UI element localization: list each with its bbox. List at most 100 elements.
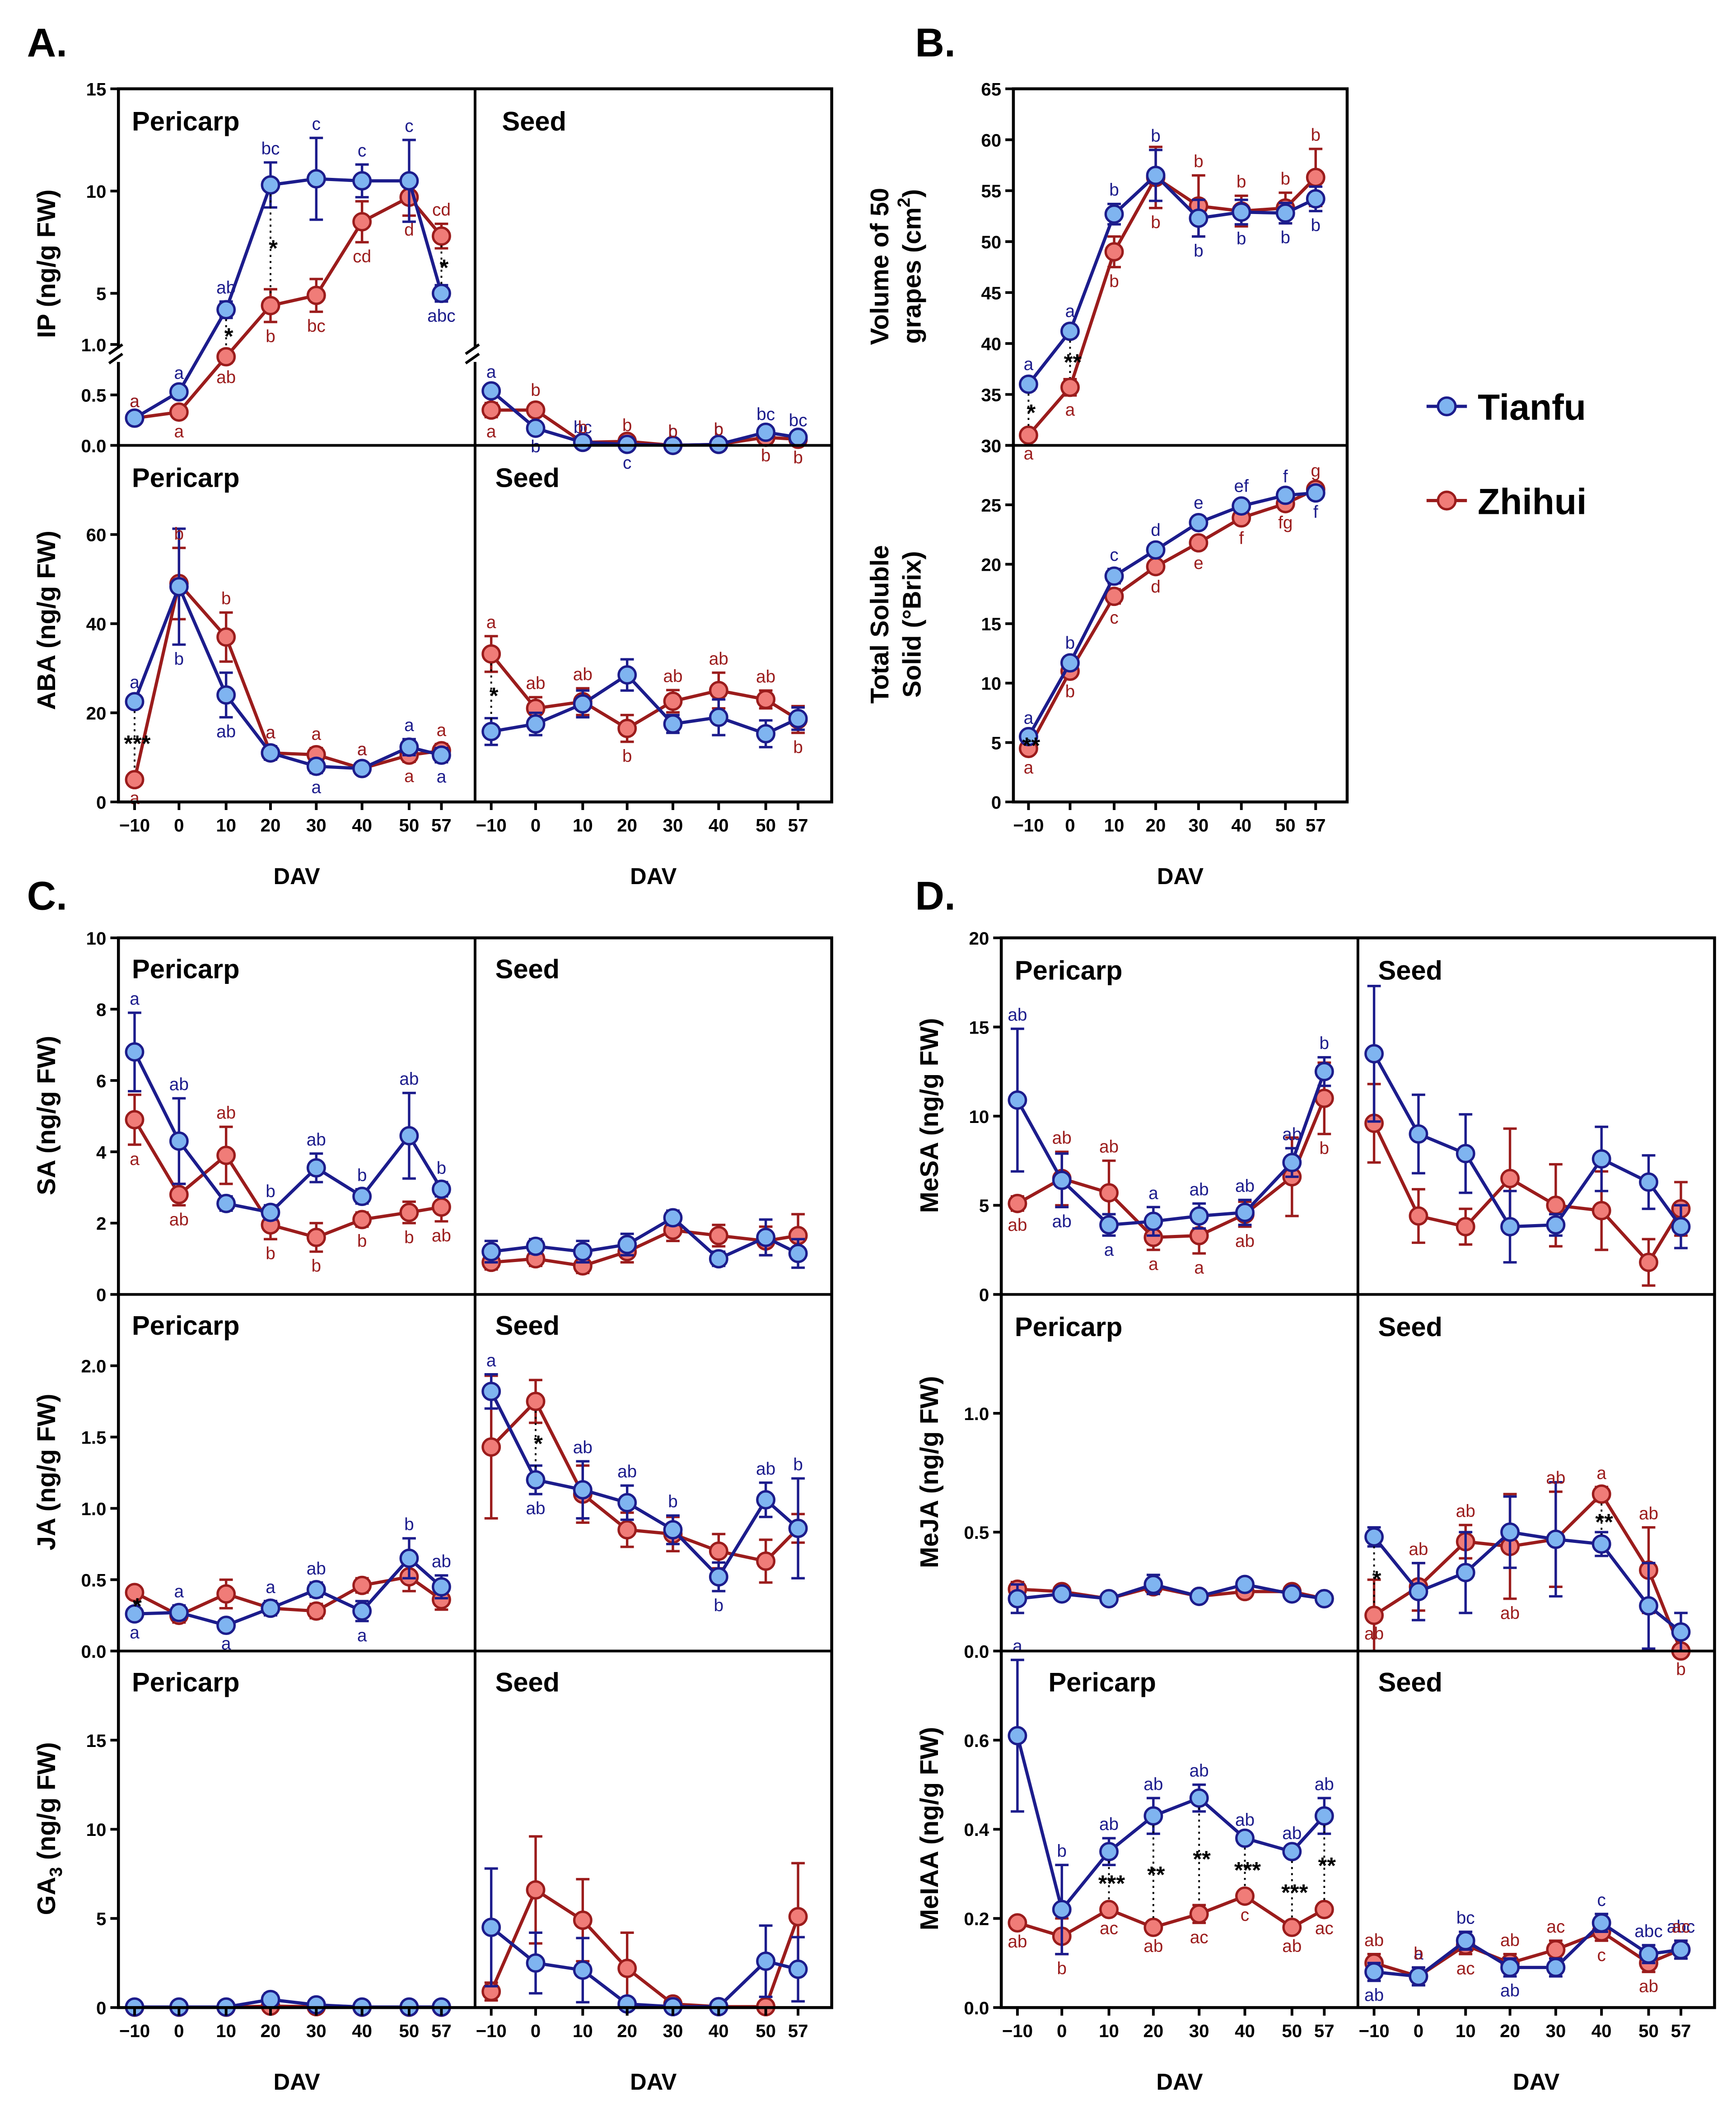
- zhihui-significance-letter: ab: [1500, 1603, 1520, 1623]
- tianfu-point: [1146, 540, 1166, 560]
- significance-stars: **: [1318, 1853, 1336, 1878]
- zhihui-significance-letter: b: [1151, 213, 1161, 232]
- tianfu-point: [169, 382, 189, 402]
- zhihui-significance-letter: a: [1024, 758, 1034, 778]
- x-tick-label: 50: [756, 815, 776, 836]
- x-tick-label: 20: [617, 2021, 637, 2041]
- y-axis-label-meja: MeJA (ng/g FW): [915, 1376, 943, 1568]
- tianfu-point: [1104, 204, 1124, 224]
- y-tick-label: 10: [981, 674, 1001, 694]
- x-tick-label: 50: [1638, 2021, 1659, 2041]
- tianfu-significance-letter: c: [405, 116, 413, 136]
- zhihui-significance-letter: b: [1414, 1944, 1423, 1963]
- zhihui-point: [125, 1110, 145, 1130]
- tianfu-point: [399, 1548, 419, 1568]
- y-axis-label-mesa-line: MeSA (ng/g FW): [915, 1018, 943, 1213]
- panel-letter-a: A.: [27, 20, 67, 65]
- y-axis-label-ga3-part: (ng/g FW): [32, 1742, 61, 1867]
- tianfu-significance-letter: b: [404, 1515, 414, 1534]
- zhihui-significance-letter: ab: [1143, 1937, 1163, 1956]
- y-axis-label-volume-line: Volume of 50: [865, 188, 894, 345]
- y-tick-label: 0.0: [964, 1641, 989, 1662]
- y-axis-label-meiaa: MeIAA (ng/g FW): [915, 1727, 943, 1930]
- zhihui-significance-letter: a: [486, 613, 496, 632]
- tianfu-point: [1146, 166, 1166, 185]
- significance-stars: **: [1193, 1846, 1211, 1872]
- significance-stars: *: [1372, 1566, 1381, 1592]
- tianfu-significance-letter: ab: [307, 1559, 326, 1579]
- y-tick-label: 5: [96, 1909, 106, 1929]
- y-tick-label: 65: [981, 79, 1001, 100]
- tianfu-point: [788, 1959, 808, 1979]
- x-tick-label: 57: [1671, 2021, 1691, 2041]
- y-tick-label: 55: [981, 181, 1001, 201]
- zhihui-significance-letter: b: [357, 1231, 367, 1251]
- tianfu-significance-letter: b: [1057, 1841, 1067, 1861]
- y-axis-label-ja: JA (ng/g FW): [32, 1394, 61, 1551]
- zhihui-significance-letter: d: [404, 220, 414, 240]
- y-tick-label: 45: [981, 283, 1001, 303]
- x-tick-label: 0: [531, 2021, 541, 2041]
- tianfu-point: [1409, 1582, 1428, 1602]
- zhihui-point: [617, 1520, 637, 1540]
- tianfu-significance-letter: e: [1194, 493, 1204, 512]
- tianfu-point: [663, 1520, 683, 1540]
- x-tick-label: 0: [531, 815, 541, 836]
- tianfu-point: [1282, 1842, 1302, 1862]
- tianfu-significance-letter: ab: [1282, 1125, 1302, 1144]
- zhihui-point: [617, 1958, 637, 1978]
- y-tick-label: 0: [991, 792, 1001, 813]
- tianfu-point: [306, 169, 326, 189]
- tianfu-point: [352, 171, 372, 191]
- zhihui-point: [125, 1583, 145, 1602]
- x-axis-label: DAV: [1156, 2069, 1203, 2095]
- zhihui-significance-letter: a: [1596, 1463, 1606, 1483]
- tianfu-significance-letter: bc: [789, 411, 807, 430]
- x-tick-label: 30: [663, 815, 683, 836]
- tianfu-point: [399, 171, 419, 191]
- zhihui-significance-letter: ab: [1546, 1468, 1565, 1488]
- x-tick-label: 57: [788, 815, 808, 836]
- tianfu-point: [431, 1577, 451, 1597]
- tianfu-point: [1104, 566, 1124, 586]
- zhihui-point: [709, 1541, 728, 1561]
- zhihui-point: [306, 1601, 326, 1621]
- tianfu-point: [1189, 513, 1209, 532]
- y-tick-label: 40: [86, 614, 107, 634]
- zhihui-point: [352, 1210, 372, 1230]
- tianfu-point: [1235, 1202, 1255, 1222]
- y-tick-label: 0.5: [81, 386, 106, 406]
- y-axis-label-sa-line: SA (ng/g FW): [32, 1036, 61, 1195]
- y-tick-label: 5: [96, 284, 106, 304]
- tianfu-point: [709, 1249, 728, 1269]
- zhihui-significance-letter: cd: [353, 247, 371, 266]
- tianfu-point: [1456, 1931, 1475, 1951]
- tianfu-significance-letter: f: [1313, 503, 1318, 522]
- tianfu-significance-letter: a: [486, 1351, 496, 1370]
- y-axis-label-ip-line: IP (ng/g FW): [32, 190, 61, 338]
- x-tick-label: 40: [709, 815, 729, 836]
- y-axis-label-sa-part: SA (ng/g FW): [32, 1036, 61, 1195]
- x-tick-label: 10: [1104, 815, 1125, 836]
- tianfu-point: [526, 418, 546, 438]
- zhihui-point: [1143, 1918, 1163, 1937]
- legend-marker-tianfu: [1437, 396, 1457, 417]
- zhihui-significance-letter: ab: [1008, 1216, 1027, 1235]
- tianfu-point: [573, 1242, 593, 1262]
- tianfu-significance-letter: a: [1414, 1944, 1423, 1963]
- tianfu-significance-letter: ab: [617, 1462, 637, 1481]
- tianfu-significance-letter: ab: [1364, 1986, 1384, 2005]
- tissue-label-seed: Seed: [495, 1310, 560, 1341]
- zhihui-significance-letter: b: [793, 448, 803, 468]
- zhihui-point: [431, 226, 451, 246]
- y-tick-label: 1.0: [81, 335, 106, 355]
- tianfu-significance-letter: a: [357, 1626, 367, 1645]
- tianfu-significance-letter: b: [531, 437, 541, 456]
- tianfu-significance-letter: ab: [756, 1459, 775, 1479]
- tianfu-point: [1099, 1589, 1119, 1609]
- zhihui-point: [1546, 1940, 1566, 1960]
